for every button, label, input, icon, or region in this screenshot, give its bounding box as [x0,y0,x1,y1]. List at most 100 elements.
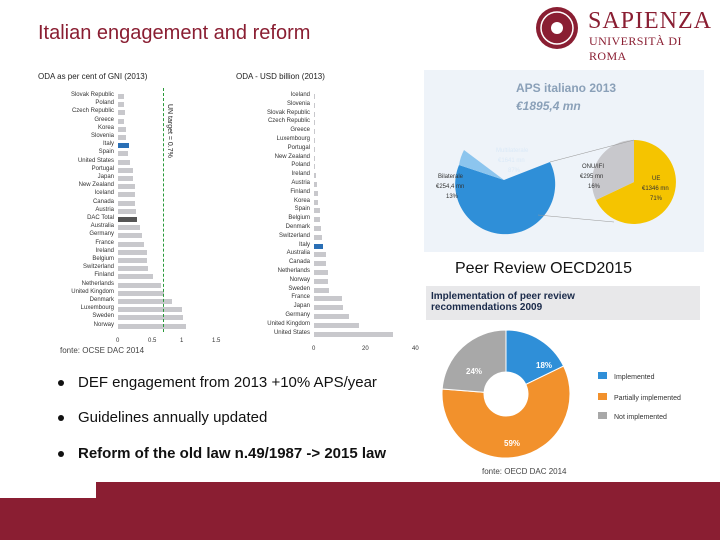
bar-label: Austria [291,180,310,186]
bar [118,110,126,116]
bar [118,249,148,255]
bar-label: Germany [285,312,310,318]
bar [314,331,393,337]
bar-label: Slovak Republic [266,109,310,116]
bar [314,243,323,249]
bar [118,118,125,124]
bar-label: United States [273,329,310,336]
bar-label: Australia [90,223,114,230]
bar-label: Portugal [91,165,114,172]
bar [314,199,319,205]
bar-label: Korea [97,124,114,131]
bar [314,314,350,319]
bar-label: Australia [286,250,310,257]
bar [314,182,317,187]
bar-label: Ireland [95,247,114,254]
bar-label: Austria [95,206,114,213]
oda-gni-chart: ODA as per cent of GNI (2013) Slovak Rep… [34,70,220,344]
x-tick-label: 40 [412,346,419,353]
bar [314,120,315,126]
bar-label: Denmark [89,297,114,303]
bar [118,176,133,181]
legend-swatch-not [598,412,607,419]
bar [314,129,315,135]
bar [118,159,130,165]
bar-label: Sweden [92,313,114,320]
legend-implemented: Implemented [614,374,655,381]
bar [314,190,318,196]
bar [118,167,133,173]
bar-label: Belgium [288,215,310,222]
bar-label: Japan [293,303,310,310]
implementation-title: Implementation of peer review recommenda… [431,291,575,313]
bar-label: DAC Total [87,215,114,221]
bullet-item: Guidelines annually updated [58,409,267,426]
bar-label: Italy [298,241,310,248]
bar-label: New Zealand [78,182,114,189]
bar [118,307,182,313]
bar-label: Japan [97,174,114,180]
aps-italiano-pie: APS italiano 2013 €1895,4 mn Multilatera… [424,70,704,252]
legend-partial: Partially implemented [614,395,681,402]
bar [314,173,317,179]
bar-label: Germany [89,231,114,238]
bar [118,143,129,149]
bar-label: France [95,239,114,246]
bilateral-label: Bilaterale [438,174,464,180]
bar-label: Denmark [285,224,310,230]
chart-title: ODA as per cent of GNI (2013) [38,72,148,81]
source-right: fonte: OECD DAC 2014 [482,467,567,476]
bar [118,258,147,263]
bar [118,299,173,304]
bar-label: Italy [102,141,114,148]
bar-label: Finland [290,188,310,195]
bar [314,278,328,284]
implementation-header [426,286,700,320]
bullet-icon [58,380,64,387]
bar [118,323,187,329]
eu-slice [596,140,676,224]
bar-label: Greece [94,116,114,123]
bar [118,94,124,99]
footer-bar [0,482,720,540]
bar-label: France [291,294,310,301]
legend-not: Not implemented [614,414,667,421]
bullet-item: DEF engagement from 2013 +10% APS/year [58,374,377,391]
multilateral-slice [455,162,556,235]
bar [314,138,316,143]
target-annotation: UN target = 0.7% [165,104,173,158]
bar [314,164,316,170]
x-tick-label: 1.5 [212,337,221,344]
bar [314,270,328,275]
x-tick-label: 0.5 [148,337,157,344]
donut-slice [441,329,507,393]
bar [118,126,127,132]
legend-swatch-implemented [598,372,607,379]
bar-label: Luxembourg [276,136,310,142]
slide-title: Italian engagement and reform [38,22,311,44]
ue-detail: €1346 mn [642,186,669,192]
bilateral-detail: €254,4 mn [436,184,464,190]
bar-label: Greece [290,127,310,134]
slice-label-not: 24% [466,367,482,376]
bar [314,234,322,240]
bar [314,217,320,223]
bar [314,296,343,302]
bar [118,274,154,280]
bar [314,111,315,117]
x-tick-label: 1 [180,337,184,344]
bullet-text: Reform of the old law n.49/1987 -> 2015 … [78,445,387,462]
logo-subtitle: UNIVERSITÀ DI ROMA [589,34,682,63]
bar [118,208,136,214]
multilateral-pct: 87% [508,168,521,174]
footer-notch [0,482,96,498]
bar-label: New Zealand [274,153,310,160]
peer-review-label: Peer Review OECD2015 [455,260,632,277]
bar-label: Switzerland [82,264,114,271]
bar-label: Canada [288,259,310,266]
implementation-donut: 18% 59% 24% Implemented Partially implem… [441,329,681,459]
bar-label: Norway [93,321,114,328]
target-line [162,88,164,332]
bar-label: Czech Republic [267,118,310,125]
bar-label: United States [77,157,114,164]
